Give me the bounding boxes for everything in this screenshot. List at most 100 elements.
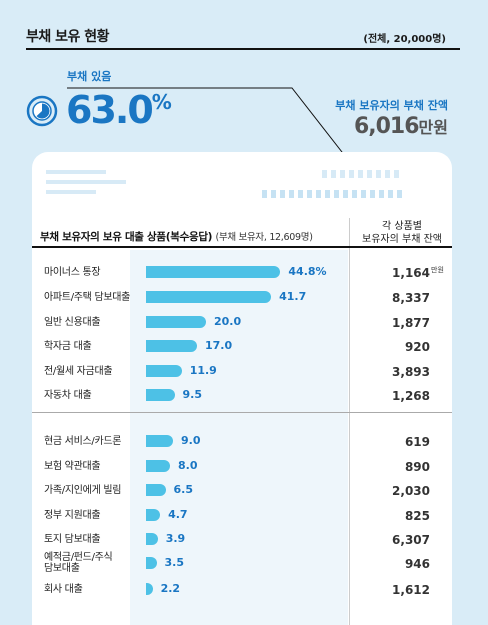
bar (146, 484, 166, 496)
balance-value-cell: 1,877 (392, 316, 430, 330)
column-divider (349, 218, 350, 625)
decor-stripe (262, 190, 267, 198)
bar-value-label: 11.9 (189, 364, 217, 377)
category-label: 아파트/주택 담보대출 (44, 292, 131, 303)
bar-value-label: 4.7 (168, 508, 188, 521)
category-label: 회사 대출 (44, 584, 83, 595)
bar (146, 365, 182, 377)
decor-stripe (379, 190, 384, 198)
header-right-line1: 각 상품별 (382, 221, 422, 232)
bar-value-label: 6.5 (173, 483, 194, 496)
balance-label: 부채 보유자의 부채 잔액 (335, 99, 448, 112)
header-divider (32, 246, 452, 248)
balance-column (350, 218, 452, 625)
bar-value-label: 8.0 (178, 459, 198, 472)
balance-value-cell: 2,030 (392, 484, 430, 498)
bar-value-label: 9.0 (181, 434, 201, 447)
category-label: 정부 지원대출 (44, 510, 101, 521)
bar (146, 533, 158, 545)
decor-stripe (316, 190, 321, 198)
bar (146, 389, 175, 401)
page-title: 부채 보유 현황 (26, 29, 110, 45)
category-label: 가족/지인에게 빌림 (44, 485, 122, 496)
group-separator (32, 412, 452, 413)
balance-value-cell: 8,337 (392, 291, 430, 305)
decor-stripe (271, 190, 276, 198)
decor-stripe (325, 190, 330, 198)
bar (146, 291, 272, 303)
category-label: 마이너스 통장 (44, 267, 101, 278)
decor-stripe (367, 170, 372, 178)
decor-stripe (331, 170, 336, 178)
decor-stripe (280, 190, 285, 198)
bar-value-label: 3.5 (164, 556, 185, 569)
balance-value-cell: 1,612 (392, 583, 430, 597)
decor-stripe (340, 170, 345, 178)
top-bar: 부채 보유 현황 (전체, 20,000명) (0, 0, 488, 56)
balance-value-cell: 946 (404, 557, 430, 571)
decor-stripe (289, 190, 294, 198)
balance-unit-label: 만원 (431, 266, 444, 274)
bar-value-label: 41.7 (279, 290, 307, 303)
bar (146, 460, 170, 472)
balance-value-cell: 1,268 (392, 389, 430, 403)
category-label: 전/월세 자금대출 (44, 366, 113, 377)
category-label: 현금 서비스/카드론 (44, 436, 122, 447)
title-divider (26, 48, 460, 50)
bar (146, 557, 157, 569)
decor-stripe (322, 170, 327, 178)
bar-value-label: 17.0 (205, 339, 233, 352)
bar (146, 340, 197, 352)
table-header-left: 부채 보유자의 보유 대출 상품(복수응답) (부채 보유자, 12,609명) (40, 229, 313, 244)
balance-unit: 만원 (418, 118, 448, 137)
decor-stripe (397, 190, 402, 198)
has-debt-label: 부채 있음 (67, 70, 112, 83)
bar (146, 316, 206, 328)
decor-stripe (352, 190, 357, 198)
decor-stripe (358, 170, 363, 178)
decor-stripe (361, 190, 366, 198)
bar-value-label: 2.2 (160, 582, 181, 595)
bar-value-label: 9.5 (182, 388, 203, 401)
category-label: 자동차 대출 (44, 390, 92, 401)
decor-stripe (307, 190, 312, 198)
balance-value-cell: 3,893 (392, 365, 430, 379)
table-subtitle: (부채 보유자, 12,609명) (215, 232, 313, 243)
table-title: 부채 보유자의 보유 대출 상품(복수응답) (40, 231, 213, 243)
decor-stripe (370, 190, 375, 198)
category-label: 학자금 대출 (44, 341, 92, 352)
percent-sign: % (151, 90, 172, 114)
table-header-right: 각 상품별 보유자의 부채 잔액 (352, 220, 452, 246)
bar (146, 509, 161, 521)
bar-value-label: 44.8% (288, 265, 327, 278)
decor-stripe (376, 170, 381, 178)
balance-value-cell: 6,307 (392, 533, 430, 547)
decor-stripe (388, 190, 393, 198)
balance-value-cell: 890 (404, 460, 430, 474)
balance-value-cell: 825 (404, 509, 430, 523)
bar (146, 266, 281, 278)
category-label: 토지 담보대출 (44, 534, 101, 545)
decor-stripe (349, 170, 354, 178)
category-label: 예적금/펀드/주식 담보대출 (44, 552, 113, 574)
header-right-line2: 보유자의 부채 잔액 (362, 234, 442, 245)
pie-chart-icon (26, 95, 58, 127)
bar-value-label: 3.9 (165, 532, 186, 545)
decor-stripe (394, 170, 399, 178)
has-debt-value: 63.0% (66, 88, 172, 132)
bar (146, 583, 153, 595)
decor-stripe (334, 190, 339, 198)
bar (146, 435, 173, 447)
decorative-stripes (46, 170, 402, 198)
decor-stripe (385, 170, 390, 178)
balance-value-cell: 1,164 만원 (392, 266, 444, 280)
balance-value: 6,016만원 (353, 114, 448, 139)
category-label: 일반 신용대출 (44, 317, 101, 328)
bar-value-label: 20.0 (214, 315, 242, 328)
category-label: 보험 약관대출 (44, 461, 101, 472)
decor-stripe (298, 190, 303, 198)
decor-stripe (343, 190, 348, 198)
balance-value-cell: 920 (404, 340, 430, 354)
balance-value-cell: 619 (404, 435, 430, 449)
total-count: (전체, 20,000명) (363, 34, 446, 45)
